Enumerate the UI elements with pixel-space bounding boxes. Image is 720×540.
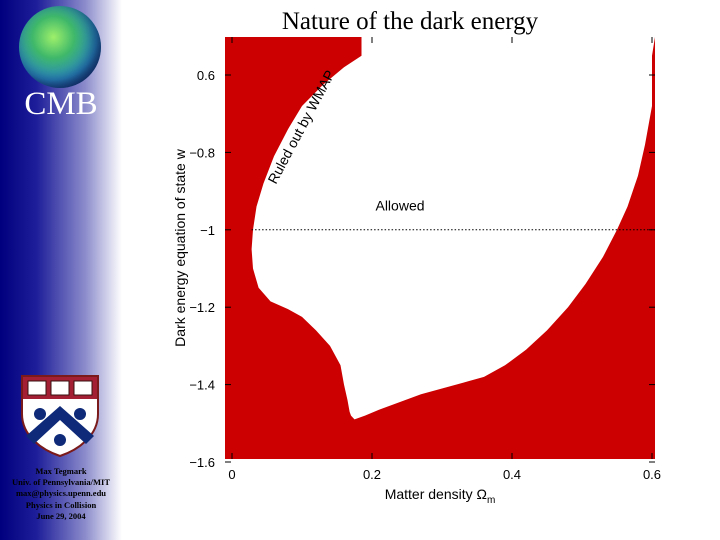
y-tick-label: −1 (200, 223, 215, 238)
allowed-region-label: Allowed (375, 197, 424, 213)
slide-title: Nature of the dark energy (281, 8, 539, 35)
shield-plate-right (74, 408, 86, 420)
y-tick-label: −1.2 (189, 300, 215, 315)
shield-book-left (27, 380, 47, 396)
credit-line: Physics in Collision (25, 499, 97, 510)
shield-chevron (26, 406, 94, 444)
credit-line: June 29, 2004 (36, 510, 86, 521)
dark-energy-chart: Allowed Ruled out by WMAP 0 0.2 0.4 0.6 0.6… (172, 37, 661, 506)
shield-book-third (73, 380, 93, 396)
sidebar-label: CMB (24, 86, 98, 122)
x-tick-label: 0.4 (503, 467, 521, 482)
x-tick-label: 0.6 (643, 467, 661, 482)
x-axis-label-main: Matter density Ω (385, 486, 487, 502)
credit-line: max@physics.upenn.edu (15, 488, 107, 499)
y-tick-label: −0.8 (189, 145, 215, 160)
allowed-region (251, 37, 655, 420)
x-tick-label: 0.2 (363, 467, 381, 482)
sidebar: CMB Max Tegmark Univ. of Pennsylvania/MI… (0, 0, 122, 540)
x-axis-label-subscript: m (487, 495, 495, 506)
x-axis-label: Matter density Ωm (385, 486, 496, 506)
credits: Max Tegmark Univ. of Pennsylvania/MIT ma… (0, 466, 122, 522)
y-tick-label: −1.4 (189, 378, 215, 393)
y-tick-label: −1.6 (189, 455, 215, 470)
cmb-globe-image (19, 6, 101, 88)
shield-plate-left (34, 408, 46, 420)
shield-plate-bottom (54, 434, 66, 446)
x-axis-ticks: 0 0.2 0.4 0.6 (228, 37, 661, 482)
y-axis-ticks: 0.6 −0.8 −1 −1.2 −1.4 −1.6 (189, 68, 655, 470)
y-tick-label: 0.6 (197, 68, 215, 83)
y-axis-label: Dark energy equation of state w (172, 148, 188, 347)
credit-line: Univ. of Pennsylvania/MIT (11, 477, 110, 488)
x-tick-label: 0 (228, 467, 235, 482)
credit-line: Max Tegmark (35, 466, 87, 476)
penn-shield-logo (21, 375, 99, 458)
shield-book-right (50, 380, 70, 396)
